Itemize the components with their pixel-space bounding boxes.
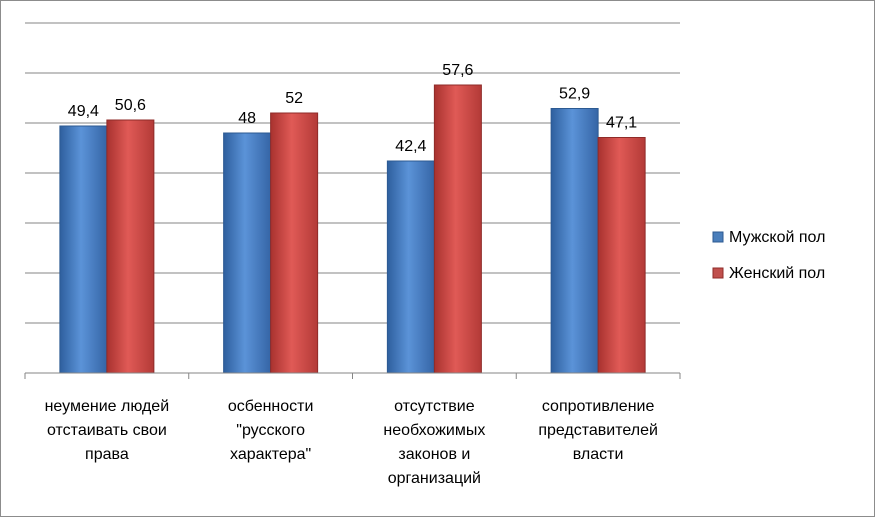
data-label: 42,4 [395,138,426,155]
legend-label: Мужской пол [729,229,825,246]
bar-female [106,119,155,374]
bar-male [550,108,599,374]
data-label: 52 [285,90,303,107]
category-label: отсутствие необхожимых законов и организаци… [383,398,485,487]
legend-swatch [712,231,724,243]
category-labels: неумение людей отстаивать свои права осбенн… [45,398,658,487]
x-axis [24,372,681,379]
bar-female [270,112,319,374]
legend-swatch [712,267,724,279]
data-labels: 49,4 50,6 48 52 42,4 57,6 52,9 47,1 [68,62,637,155]
bar-female [597,137,646,374]
data-label: 50,6 [115,97,146,114]
legend: Мужской пол Женский пол [712,229,825,282]
category-label: неумение людей отстаивать свои права [45,398,170,463]
data-label: 57,6 [442,62,473,79]
data-label: 48 [238,110,256,127]
bar-female [433,84,482,374]
data-label: 47,1 [606,115,637,132]
legend-label: Женский пол [729,265,825,282]
bar-male [386,160,435,374]
category-label: осбенности "русского характера" [228,398,314,463]
data-label: 49,4 [68,103,99,120]
bar-male [59,125,108,374]
category-label: сопротивление представителей власти [538,398,658,463]
data-label: 52,9 [559,86,590,103]
bar-male [223,132,272,374]
bars [59,84,646,374]
